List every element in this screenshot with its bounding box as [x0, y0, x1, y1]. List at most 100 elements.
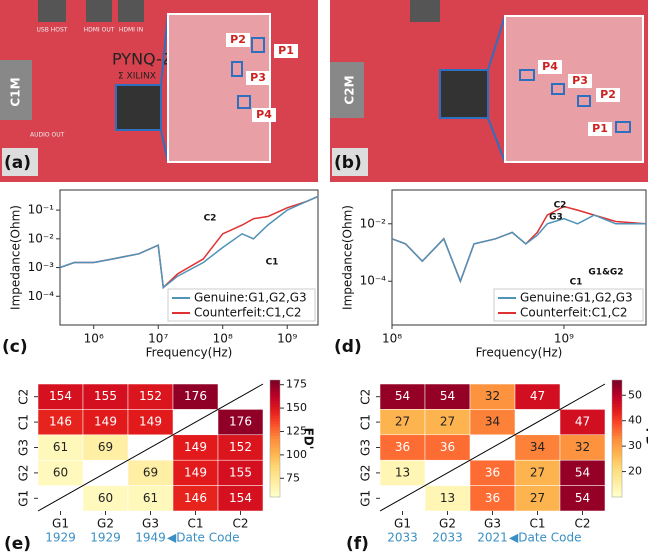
ethernet — [330, 62, 364, 118]
series-line — [59, 195, 319, 290]
cell — [559, 409, 606, 436]
panel-label: (e) — [4, 534, 31, 554]
colorbar-step — [612, 479, 622, 483]
colorbar-step — [612, 450, 622, 454]
date-code: 2021 — [477, 531, 508, 545]
cell — [127, 383, 174, 410]
colorbar-step — [612, 467, 622, 472]
cell-label: 149 — [184, 465, 207, 479]
probe-label: P3 — [250, 71, 266, 84]
cell — [424, 409, 471, 436]
cell-label: 176 — [229, 415, 252, 429]
cell — [37, 459, 84, 486]
zoom-line — [160, 13, 169, 86]
colorbar-step — [612, 382, 622, 387]
label-bg — [2, 148, 38, 176]
colorbar-frame — [269, 379, 281, 498]
probe-box — [237, 95, 251, 109]
cell-label: 34 — [530, 440, 545, 454]
colorbar-step — [612, 444, 622, 448]
plot-frame — [391, 189, 647, 326]
x-tick-label: G3 — [484, 517, 501, 531]
colorbar-step — [612, 494, 622, 498]
colorbar-step — [270, 458, 280, 463]
y-tick-label: 10⁻² — [28, 231, 55, 245]
colorbar-step — [270, 453, 280, 457]
probe-label: P2 — [600, 88, 616, 101]
port — [86, 0, 112, 22]
y-tick-label: 10⁻³ — [28, 260, 55, 274]
colorbar-step — [612, 394, 622, 399]
x-tick-label: 10⁶ — [84, 332, 104, 346]
cell-label: 27 — [395, 415, 410, 429]
colorbar-step — [270, 394, 280, 399]
x-tick-label: G3 — [142, 517, 159, 531]
colorbar-step — [612, 406, 622, 410]
colorbar-step — [270, 415, 280, 419]
cell-label: 60 — [98, 491, 113, 505]
cell-label: 149 — [184, 440, 207, 454]
colorbar-step — [270, 418, 280, 422]
cell — [424, 434, 471, 461]
colorbar-tick-label: 125 — [286, 424, 307, 437]
cell — [217, 459, 264, 486]
colorbar-step — [270, 464, 280, 469]
cell — [217, 409, 264, 436]
y-tick-label: 10⁻⁴ — [360, 274, 387, 288]
cell-label: 36 — [485, 465, 500, 479]
y-tick-label: G3 — [17, 439, 31, 456]
colorbar-step — [270, 423, 280, 428]
cell-label: 54 — [395, 389, 410, 403]
colorbar-step — [612, 458, 622, 463]
colorbar-step — [270, 485, 280, 489]
colorbar-step — [270, 397, 280, 401]
annotation: G3 — [549, 213, 563, 223]
probe-box — [519, 69, 535, 81]
colorbar-step — [612, 409, 622, 413]
zoom-line — [487, 117, 506, 163]
colorbar-step — [270, 476, 280, 480]
colorbar-step — [612, 385, 622, 390]
cell — [37, 383, 84, 410]
date-code: 1949 — [135, 531, 166, 545]
colorbar-step — [612, 418, 622, 422]
colorbar-tick-label: 30 — [628, 439, 642, 452]
colorbar-step — [270, 412, 280, 416]
cell-label: 155 — [94, 389, 117, 403]
probe-label: P1 — [278, 44, 294, 57]
colorbar-step — [270, 380, 280, 384]
legend-label: Counterfeit:C1,C2 — [520, 306, 627, 320]
colorbar-step — [270, 470, 280, 475]
cell — [82, 434, 129, 461]
colorbar-step — [270, 461, 280, 466]
colorbar-step — [612, 447, 622, 451]
colorbar-step — [612, 432, 622, 437]
date-code: 2033 — [387, 531, 418, 545]
colorbar-step — [270, 447, 280, 451]
x-tick-label: C1 — [529, 517, 545, 531]
probe-tag — [274, 44, 298, 58]
cell-label: 32 — [575, 440, 590, 454]
colorbar-tick-label: 100 — [286, 448, 307, 461]
cell — [469, 485, 516, 512]
colorbar-step — [612, 473, 622, 478]
colorbar-frame — [611, 379, 623, 498]
x-axis-label: Frequency(Hz) — [146, 346, 233, 360]
colorbar-step — [612, 391, 622, 396]
panel-label: (c) — [2, 337, 28, 357]
x-tick-label: G1 — [52, 517, 69, 531]
colorbar-step — [612, 380, 622, 384]
probe-box — [577, 95, 591, 107]
cell — [172, 485, 219, 512]
probe-box — [231, 61, 243, 77]
cell — [424, 485, 471, 512]
date-code-label: ◀Date Code — [509, 531, 581, 545]
panel-label: (d) — [334, 337, 362, 357]
cell-label: 176 — [184, 389, 207, 403]
series-line — [391, 214, 646, 284]
cell — [127, 409, 174, 436]
colorbar-step — [270, 409, 280, 413]
colorbar-step — [612, 464, 622, 469]
cell-label: 69 — [143, 465, 158, 479]
colorbar-step — [612, 420, 622, 425]
